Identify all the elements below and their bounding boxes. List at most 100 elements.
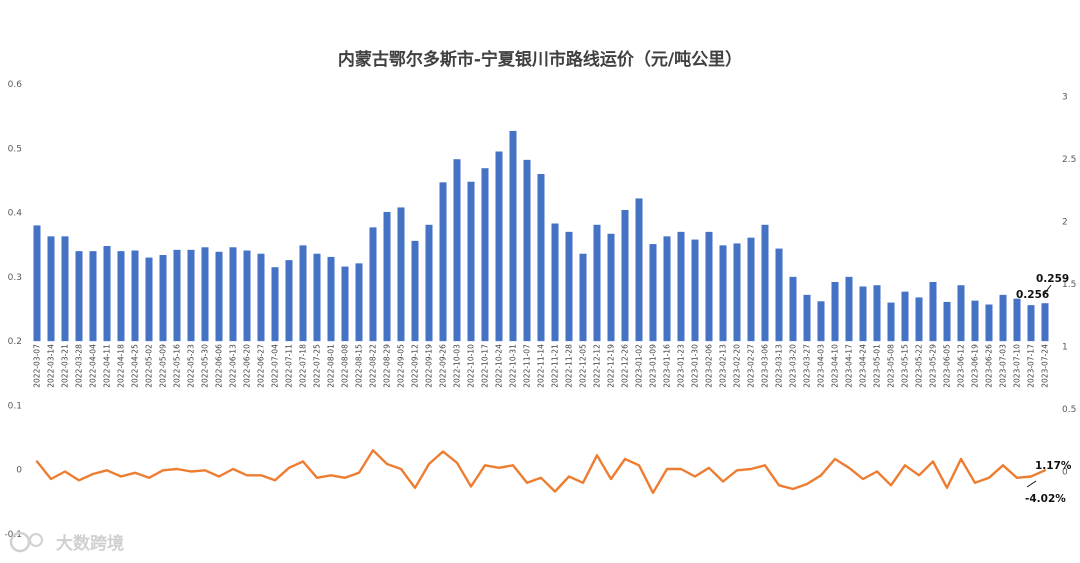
bar (971, 300, 979, 342)
bar (131, 250, 139, 342)
annotations: 0.259 0.256 1.17% -4.02% (1016, 273, 1072, 505)
x-tick-label: 2023-03-20 (789, 344, 798, 388)
watermark-text: 大数跨境 (56, 533, 124, 554)
x-tick-label: 2023-05-15 (901, 344, 910, 388)
x-tick-label: 2022-05-02 (145, 344, 154, 388)
x-tick-label: 2022-10-31 (509, 344, 518, 388)
bar (705, 231, 713, 342)
left-tick-label: 0.1 (8, 401, 22, 411)
x-tick-label: 2022-03-21 (61, 344, 70, 388)
annotation-leader-line-2 (1026, 480, 1037, 488)
bar (159, 255, 167, 342)
bar (537, 174, 545, 342)
x-tick-label: 2023-06-12 (957, 344, 966, 388)
bar (929, 282, 937, 342)
bar (481, 168, 489, 342)
x-tick-label: 2023-05-29 (929, 344, 938, 388)
x-tick-label: 2023-03-27 (803, 344, 812, 388)
x-tick-label: 2022-10-03 (453, 344, 462, 388)
bar (1013, 298, 1021, 342)
x-tick-label: 2022-06-20 (243, 344, 252, 388)
bar (999, 294, 1007, 342)
x-tick-label: 2022-07-04 (271, 344, 280, 388)
bar (215, 251, 223, 342)
x-tick-label: 2022-05-30 (201, 344, 210, 388)
watermark: 大数跨境 (9, 531, 124, 554)
x-tick-label: 2023-07-17 (1027, 344, 1036, 388)
bar (719, 245, 727, 342)
x-tick-label: 2023-04-10 (831, 344, 840, 388)
x-tick-label: 2022-05-23 (187, 344, 196, 388)
x-tick-label: 2023-04-17 (845, 344, 854, 388)
bar (61, 236, 69, 342)
x-tick-label: 2022-10-17 (481, 344, 490, 388)
right-tick-label: 0.5 (1062, 405, 1076, 415)
x-tick-label: 2023-02-27 (747, 344, 756, 388)
bar (677, 231, 685, 342)
x-tick-label: 2022-11-21 (551, 344, 560, 388)
bar (411, 240, 419, 342)
annotation-bar-prev: 0.256 (1016, 289, 1049, 301)
x-tick-label: 2022-08-29 (383, 344, 392, 388)
right-tick-label: 2.5 (1062, 155, 1076, 165)
left-tick-label: 0.4 (8, 209, 23, 219)
bar (145, 257, 153, 342)
bar (327, 256, 335, 342)
x-tick-label: 2022-08-22 (369, 344, 378, 388)
x-tick-label: 2022-09-05 (397, 344, 406, 388)
bar (271, 267, 279, 342)
bar (915, 297, 923, 342)
x-tick-label: 2022-08-01 (327, 344, 336, 388)
x-tick-label: 2022-08-15 (355, 344, 364, 388)
x-tick-label: 2023-06-26 (985, 344, 994, 388)
right-tick-label: 1.5 (1062, 280, 1076, 290)
x-tick-label: 2023-05-22 (915, 344, 924, 388)
annotation-line-last: 1.17% (1035, 460, 1072, 472)
x-tick-label: 2023-03-13 (775, 344, 784, 388)
bar (747, 237, 755, 342)
x-tick-label: 2022-12-19 (607, 344, 616, 388)
x-tick-label: 2022-12-05 (579, 344, 588, 388)
x-tick-label: 2023-05-08 (887, 344, 896, 388)
bar (313, 253, 321, 342)
x-tick-label: 2023-01-02 (635, 344, 644, 388)
x-tick-label: 2023-01-16 (663, 344, 672, 388)
bar (873, 285, 881, 342)
bar (859, 286, 867, 342)
x-tick-label: 2023-07-03 (999, 344, 1008, 388)
watermark-logo-dot-icon (29, 533, 43, 547)
annotation-bar-last: 0.259 (1036, 273, 1069, 285)
x-tick-label: 2023-03-06 (761, 344, 770, 388)
bar (467, 181, 475, 342)
x-tick-label: 2022-06-27 (257, 344, 266, 388)
x-tick-label: 2022-07-18 (299, 344, 308, 388)
x-tick-label: 2022-11-14 (537, 344, 546, 388)
x-tick-label: 2023-01-09 (649, 344, 658, 388)
x-tick-label: 2022-09-19 (425, 344, 434, 388)
bar (453, 159, 461, 342)
bar (901, 291, 909, 342)
x-tick-label: 2022-03-14 (47, 344, 56, 388)
bar (243, 250, 251, 342)
bar (257, 253, 265, 342)
bar (33, 225, 41, 342)
x-tick-label: 2022-09-26 (439, 344, 448, 388)
bar (985, 304, 993, 342)
x-tick-label: 2022-06-06 (215, 344, 224, 388)
left-axis: 0.60.50.40.30.20.10-0.1 (4, 80, 22, 540)
x-tick-label: 2022-03-07 (33, 344, 42, 388)
x-tick-label: 2023-02-13 (719, 344, 728, 388)
bar (439, 182, 447, 342)
bar (565, 231, 573, 342)
bar (817, 301, 825, 342)
x-tick-label: 2022-04-11 (103, 344, 112, 388)
bar (425, 224, 433, 342)
bar (103, 246, 111, 342)
bar (943, 301, 951, 342)
annotation-leader-line (1044, 284, 1052, 294)
bar (649, 244, 657, 342)
bar (733, 243, 741, 342)
x-tick-label: 2023-04-24 (859, 344, 868, 388)
x-tick-label: 2022-04-25 (131, 344, 140, 388)
bar (691, 239, 699, 342)
